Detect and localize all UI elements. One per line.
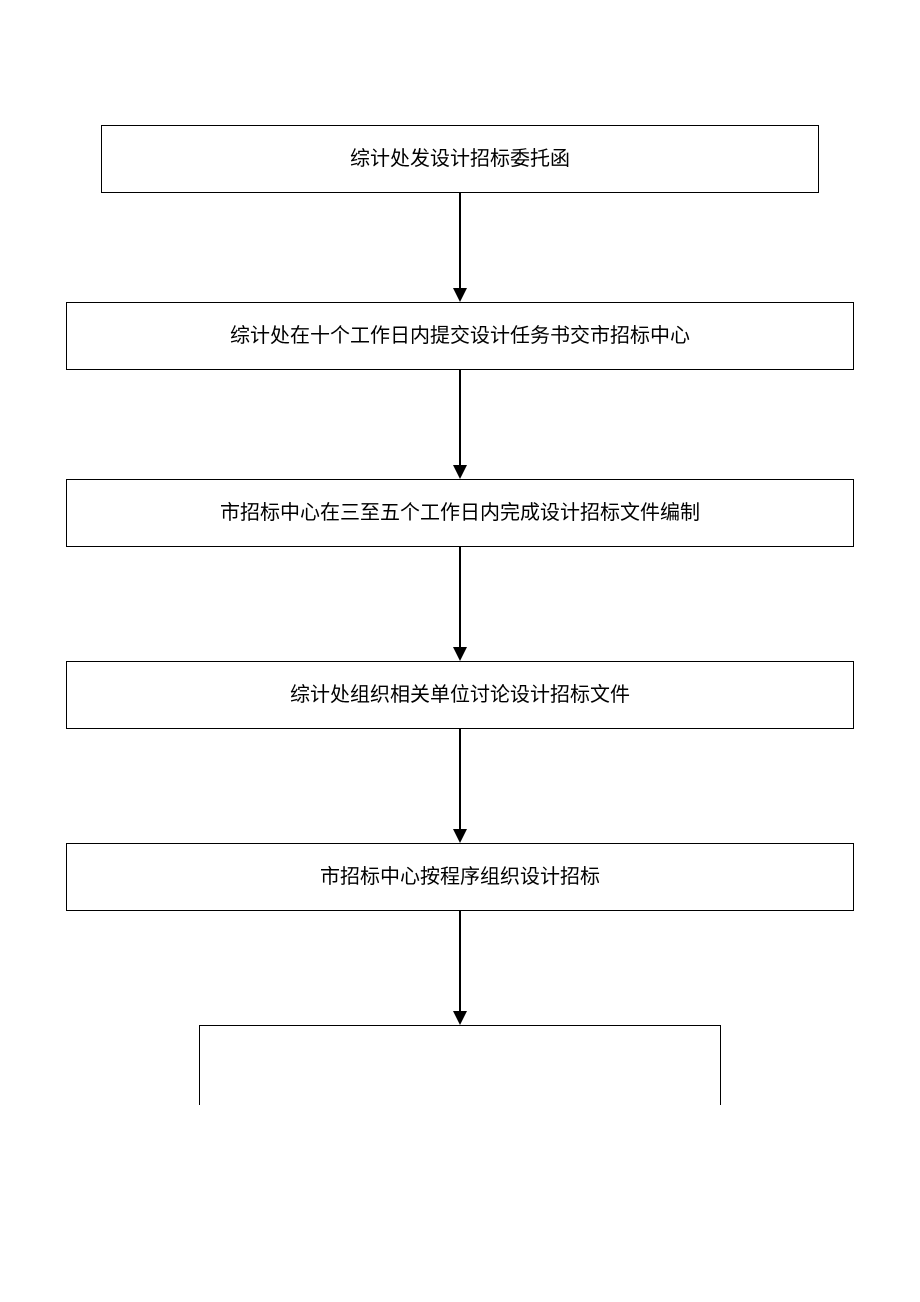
arrow-container [0,911,920,1025]
node-label: 市招标中心按程序组织设计招标 [320,863,600,891]
flowchart-node-step6 [199,1025,721,1105]
node-label: 综计处组织相关单位讨论设计招标文件 [290,681,630,709]
arrow-container [0,370,920,479]
arrow-container [0,729,920,843]
arrow-down-icon [453,370,467,479]
flowchart-node-step2: 综计处在十个工作日内提交设计任务书交市招标中心 [66,302,854,370]
flowchart-node-step5: 市招标中心按程序组织设计招标 [66,843,854,911]
flowchart-container: 综计处发设计招标委托函 综计处在十个工作日内提交设计任务书交市招标中心 市招标中… [0,0,920,1105]
arrow-down-icon [453,729,467,843]
arrow-down-icon [453,911,467,1025]
node-label: 综计处发设计招标委托函 [350,145,570,173]
node-label: 市招标中心在三至五个工作日内完成设计招标文件编制 [220,499,700,527]
arrow-down-icon [453,547,467,661]
flowchart-node-step4: 综计处组织相关单位讨论设计招标文件 [66,661,854,729]
flowchart-node-step1: 综计处发设计招标委托函 [101,125,819,193]
node-label: 综计处在十个工作日内提交设计任务书交市招标中心 [230,322,690,350]
arrow-container [0,193,920,302]
flowchart-node-step3: 市招标中心在三至五个工作日内完成设计招标文件编制 [66,479,854,547]
arrow-down-icon [453,193,467,302]
arrow-container [0,547,920,661]
